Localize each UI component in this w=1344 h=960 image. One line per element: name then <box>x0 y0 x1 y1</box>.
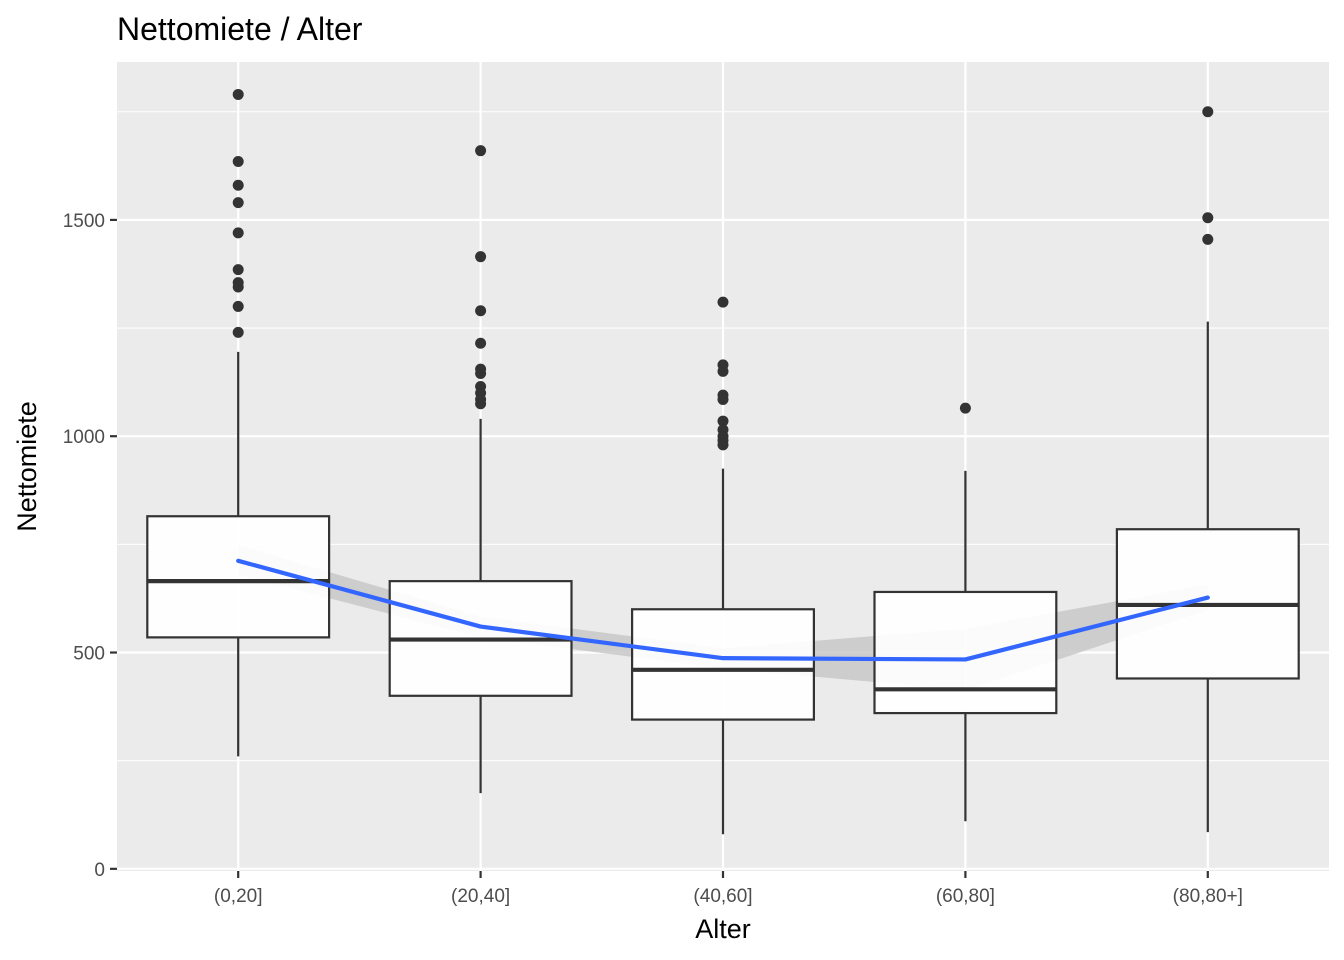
outlier-point <box>475 398 487 410</box>
boxplot-3 <box>630 296 815 835</box>
y-tick-label: 1000 <box>63 427 105 448</box>
trend-line-layer <box>236 558 1210 662</box>
outlier-point <box>1202 212 1214 224</box>
boxplots <box>146 88 1300 835</box>
outlier-point <box>475 145 487 157</box>
axes: 0 500 1000 1500 (0,20] (20,40] (40,60] (60,80] (… <box>63 211 1243 907</box>
x-tick-label: (40,60] <box>693 886 752 907</box>
outlier-point <box>717 439 729 451</box>
outlier-point <box>232 156 244 168</box>
outlier-point <box>232 326 244 338</box>
y-tick-label: 0 <box>94 860 105 881</box>
x-tick-label: (20,40] <box>451 886 510 907</box>
boxplot-1 <box>146 88 331 757</box>
x-tick-label: (80,80+] <box>1173 886 1243 907</box>
outlier-point <box>232 88 244 100</box>
x-axis-title: Alter <box>695 914 751 944</box>
boxplot-5 <box>1115 106 1300 833</box>
outlier-point <box>1202 233 1214 245</box>
boxplot-2 <box>388 145 573 794</box>
outlier-point <box>232 281 244 293</box>
x-tick-label: (60,80] <box>936 886 995 907</box>
y-tick-label: 500 <box>73 644 105 665</box>
outlier-point <box>717 415 729 427</box>
outlier-point <box>232 227 244 239</box>
outlier-point <box>232 300 244 312</box>
outlier-point <box>717 393 729 405</box>
chart-title: Nettomiete / Alter <box>117 11 363 47</box>
outlier-point <box>232 179 244 191</box>
outlier-point <box>475 251 487 263</box>
y-tick-label: 1500 <box>63 211 105 232</box>
x-tick-label: (0,20] <box>214 886 263 907</box>
outlier-point <box>475 367 487 379</box>
box-iqr <box>873 590 1058 715</box>
outlier-point <box>959 402 971 414</box>
y-axis-title: Nettomiete <box>12 401 42 532</box>
boxplot-4 <box>873 402 1058 822</box>
outlier-point <box>717 296 729 308</box>
outlier-point <box>232 197 244 209</box>
box-iqr <box>630 608 815 721</box>
outlier-point <box>1202 106 1214 118</box>
outlier-point <box>475 305 487 317</box>
outlier-point <box>475 337 487 349</box>
outlier-point <box>232 264 244 276</box>
trend-line <box>236 558 1210 662</box>
outlier-point <box>717 365 729 377</box>
